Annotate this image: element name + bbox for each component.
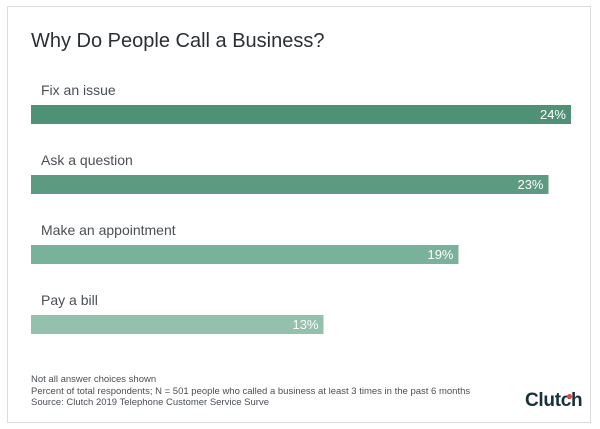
value-label-make-an-appointment: 19% <box>427 247 453 262</box>
category-label-pay-a-bill: Pay a bill <box>41 292 98 308</box>
bar-make-an-appointment <box>31 245 459 264</box>
chart-notes: Not all answer choices shown Percent of … <box>31 374 470 409</box>
bar-pay-a-bill <box>31 315 324 334</box>
value-label-pay-a-bill: 13% <box>292 317 318 332</box>
value-label-ask-a-question: 23% <box>517 177 543 192</box>
note-answer-choices: Not all answer choices shown <box>31 374 157 385</box>
note-source: Source: Clutch 2019 Telephone Customer S… <box>31 397 269 408</box>
bar-fix-an-issue <box>31 105 571 124</box>
clutch-logo-dot <box>567 394 572 399</box>
category-label-fix-an-issue: Fix an issue <box>41 82 116 98</box>
note-respondents: Percent of total respondents; N = 501 pe… <box>31 385 471 397</box>
bar-ask-a-question <box>31 175 549 194</box>
chart-title: Why Do People Call a Business? <box>31 30 325 52</box>
category-label-make-an-appointment: Make an appointment <box>41 222 176 238</box>
clutch-logo: Clutch <box>525 390 583 411</box>
value-label-fix-an-issue: 24% <box>540 107 566 122</box>
category-label-ask-a-question: Ask a question <box>41 152 133 168</box>
chart-card <box>7 6 591 423</box>
